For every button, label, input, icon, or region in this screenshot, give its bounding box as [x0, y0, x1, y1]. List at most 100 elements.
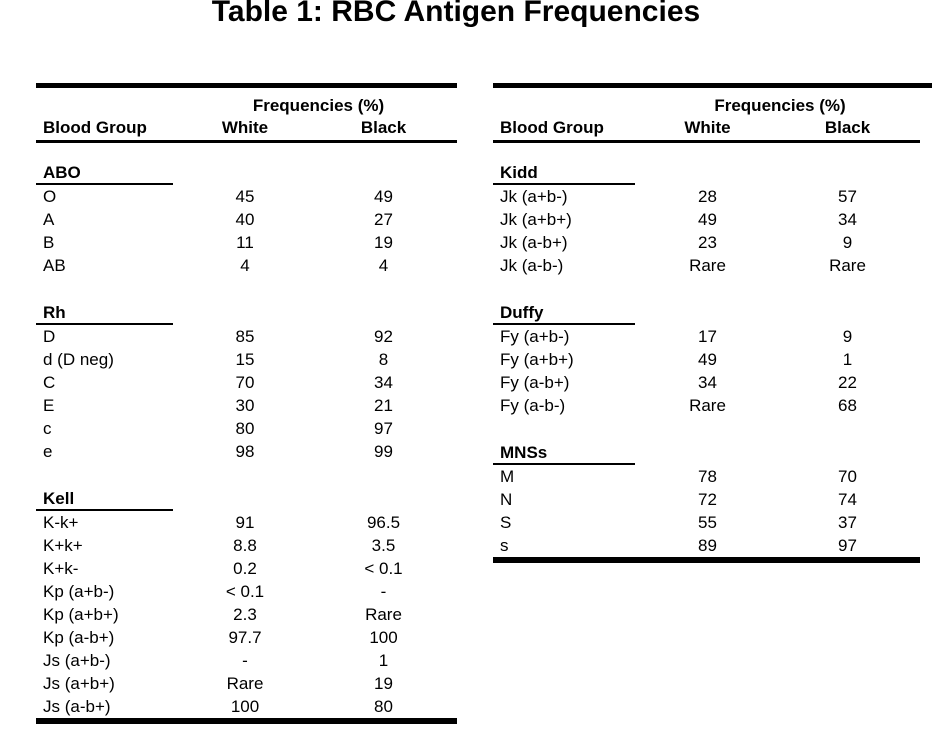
row-label: c: [43, 419, 52, 438]
page-title: Table 1: RBC Antigen Frequencies: [211, 0, 701, 28]
white-value: 15: [235, 350, 255, 369]
column-header-white: White: [684, 118, 731, 137]
white-value: 49: [698, 350, 717, 369]
section-header: Rh: [36, 303, 173, 325]
row-label: Jk (a+b-): [500, 187, 568, 206]
black-value: 99: [374, 442, 393, 461]
black-value: Rare: [365, 605, 402, 624]
black-value: 74: [838, 490, 857, 509]
black-value: 3.5: [371, 536, 396, 555]
white-value: Rare: [226, 674, 264, 693]
white-value: 98: [235, 442, 255, 461]
white-value: 78: [698, 467, 717, 486]
row-label: Kp (a-b+): [43, 628, 115, 647]
frequencies-header: Frequencies (%): [252, 96, 385, 115]
black-value: 8: [378, 350, 389, 369]
white-value: 11: [236, 233, 254, 252]
black-value: -: [380, 582, 387, 601]
white-value: 30: [235, 396, 255, 415]
table-row: K-k+ 91 96.5: [36, 511, 457, 534]
frequencies-header-row: Frequencies (%): [493, 88, 932, 116]
column-header-black: Black: [360, 118, 407, 137]
black-value: 97: [374, 419, 393, 438]
table-row: Jk (a-b-) Rare Rare: [493, 254, 932, 277]
black-value: 9: [842, 327, 853, 346]
row-label: O: [43, 187, 57, 206]
white-value: Rare: [689, 256, 726, 275]
column-header-row: Blood Group White Black: [493, 116, 932, 140]
row-label: M: [500, 467, 515, 486]
row-label: Jk (a-b-): [500, 256, 564, 275]
table-top-rule: [36, 83, 457, 88]
black-value: 57: [838, 187, 857, 206]
black-value: 80: [374, 697, 393, 716]
table-row: Js (a+b-) - 1: [36, 649, 457, 672]
white-value: 89: [698, 536, 717, 555]
table-row: Fy (a+b-) 17 9: [493, 325, 932, 348]
row-label: S: [500, 513, 512, 532]
white-value: 34: [698, 373, 717, 392]
row-label: K+k+: [43, 536, 83, 555]
table-row: Js (a+b+) Rare 19: [36, 672, 457, 695]
table-row: O 45 49: [36, 185, 457, 208]
table-body: ABO O 45 49 A 40 27 B 11 19 AB 4 4 Rh D 85 92 d (D neg) 15…: [36, 163, 457, 718]
table-section: Duffy Fy (a+b-) 17 9 Fy (a+b+) 49 1 Fy (a-b+) 34…: [493, 303, 932, 417]
row-label: Fy (a-b-): [500, 396, 566, 415]
black-value: 70: [838, 467, 857, 486]
black-value: 22: [838, 373, 857, 392]
table-row: d (D neg) 15 8: [36, 348, 457, 371]
black-value: Rare: [829, 256, 866, 275]
white-value: 23: [698, 233, 717, 252]
table-row: Jk (a+b+) 49 34: [493, 208, 932, 231]
white-value: 85: [235, 327, 255, 346]
table-row: Jk (a-b+) 23 9: [493, 231, 932, 254]
black-value: 49: [374, 187, 393, 206]
row-label: A: [43, 210, 55, 229]
table-row: e 98 99: [36, 440, 457, 463]
table-row: B 11 19: [36, 231, 457, 254]
row-label: Kp (a+b+): [43, 605, 119, 624]
black-value: 27: [374, 210, 393, 229]
row-label: Js (a+b-): [43, 651, 111, 670]
antigen-table-right: Frequencies (%) Blood Group White Black …: [493, 83, 932, 563]
black-value: 100: [369, 628, 398, 647]
table-row: C 70 34: [36, 371, 457, 394]
white-value: 55: [698, 513, 717, 532]
row-label: K+k-: [43, 559, 79, 578]
white-value: 49: [698, 210, 717, 229]
table-row: K+k- 0.2 < 0.1: [36, 557, 457, 580]
row-label: e: [43, 442, 53, 461]
section-header: Duffy: [493, 303, 635, 325]
column-header-white: White: [221, 118, 269, 137]
header-rule: [36, 140, 457, 143]
row-label: Jk (a+b+): [500, 210, 572, 229]
white-value: 97.7: [228, 628, 262, 647]
row-label: Js (a+b+): [43, 674, 115, 693]
column-header-black: Black: [824, 118, 871, 137]
white-value: 80: [235, 419, 255, 438]
black-value: 97: [838, 536, 857, 555]
column-header-blood-group: Blood Group: [43, 118, 147, 137]
white-value: 17: [698, 327, 717, 346]
table-bottom-rule: [36, 718, 457, 724]
table-section: MNSs M 78 70 N 72 74 S 55 37 s 89 97: [493, 443, 932, 557]
table-row: c 80 97: [36, 417, 457, 440]
table-section: Rh D 85 92 d (D neg) 15 8 C 70 34 E 30 21 c 80 97 e 98 99: [36, 303, 457, 463]
black-value: 68: [838, 396, 857, 415]
column-header-blood-group: Blood Group: [500, 118, 604, 137]
table-row: N 72 74: [493, 488, 932, 511]
white-value: 28: [698, 187, 717, 206]
table-row: D 85 92: [36, 325, 457, 348]
table-row: Kp (a+b+) 2.3 Rare: [36, 603, 457, 626]
white-value: -: [242, 651, 248, 670]
row-label: Jk (a-b+): [500, 233, 568, 252]
row-label: Kp (a+b-): [43, 582, 115, 601]
table-row: A 40 27: [36, 208, 457, 231]
row-label: d (D neg): [43, 350, 114, 369]
white-value: Rare: [689, 396, 726, 415]
white-value: 0.2: [233, 559, 257, 578]
white-value: 91: [235, 513, 255, 532]
table-row: Fy (a+b+) 49 1: [493, 348, 932, 371]
row-label: s: [500, 536, 509, 555]
